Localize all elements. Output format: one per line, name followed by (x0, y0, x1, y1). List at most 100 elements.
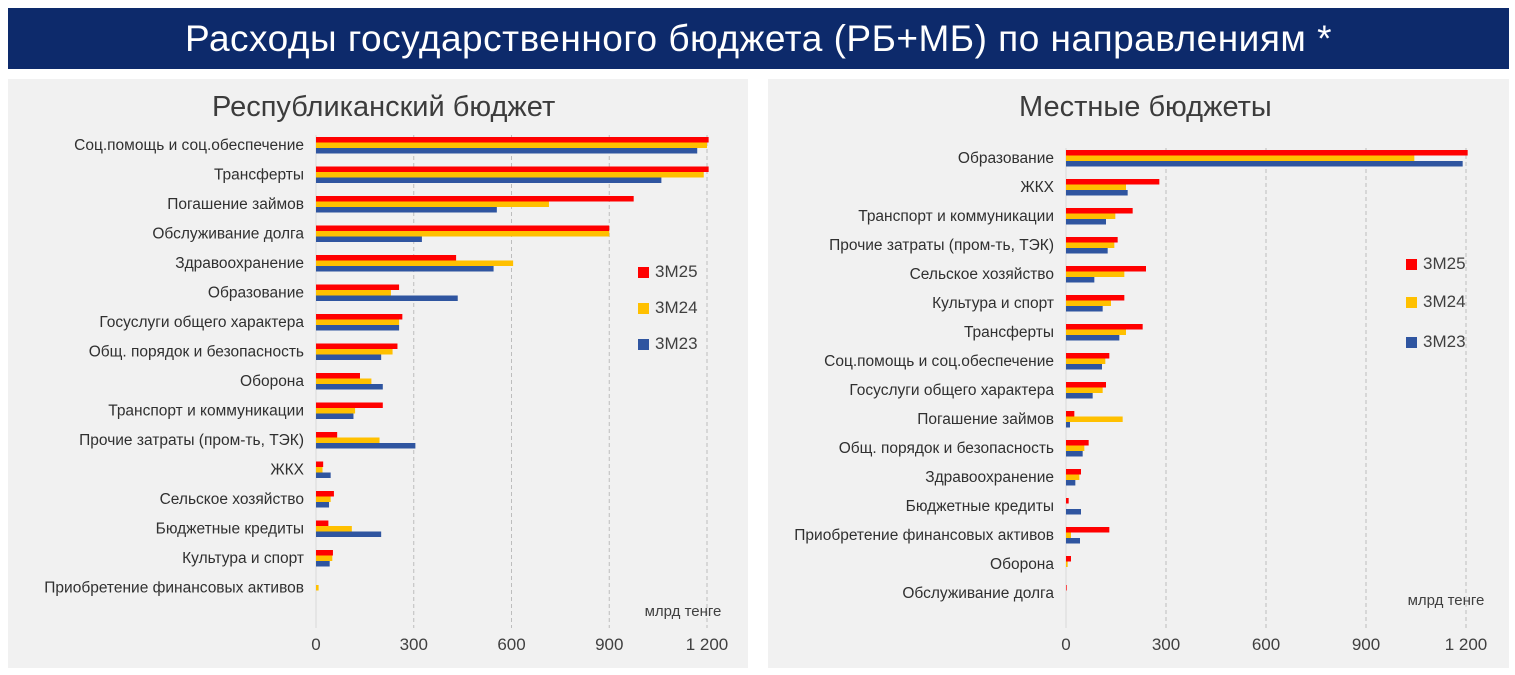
republican-bar-3М23 (316, 443, 416, 449)
republican-bar-3М24 (316, 319, 400, 325)
republican-x-tick-label: 0 (311, 635, 320, 654)
republican-bar-3М25 (316, 225, 610, 231)
republican-unit-label: млрд тенге (645, 603, 722, 620)
republican-bar-3М23 (316, 354, 382, 360)
local-bar-3М23 (1066, 393, 1093, 399)
local-bar-3М23 (1066, 190, 1128, 196)
local-legend-label: 3М23 (1423, 332, 1466, 351)
local-bar-3М25 (1066, 556, 1071, 562)
local-budgets-title: Местные бюджеты (1019, 91, 1272, 123)
local-bar-3М24 (1066, 329, 1126, 335)
local-category-label: Обслуживание долга (902, 585, 1054, 602)
republican-bar-3М23 (316, 295, 458, 301)
local-category-label: Сельское хозяйство (910, 266, 1054, 283)
local-x-tick-label: 900 (1352, 635, 1380, 654)
local-bar-3М25 (1066, 411, 1075, 417)
local-legend-swatch (1406, 337, 1417, 348)
local-category-label: Здравоохранение (925, 469, 1054, 486)
republican-bar-3М24 (316, 349, 393, 355)
republican-category-label: Образование (208, 285, 304, 302)
republican-legend-swatch (638, 339, 649, 350)
local-legend-label: 3М24 (1423, 292, 1466, 311)
republican-bar-3М25 (316, 137, 709, 143)
republican-bar-3М23 (316, 384, 383, 390)
local-bar-3М24 (1066, 271, 1125, 277)
republican-category-label: Здравоохранение (175, 255, 304, 272)
local-legend-swatch (1406, 297, 1417, 308)
republican-bar-3М25 (316, 461, 324, 467)
republican-bar-3М25 (316, 343, 398, 349)
republican-bar-3М25 (316, 402, 383, 408)
page-title: Расходы государственного бюджета (РБ+МБ)… (185, 17, 1332, 59)
republican-bar-3М24 (316, 526, 352, 532)
republican-legend-swatch (638, 267, 649, 278)
republican-bar-3М24 (316, 378, 372, 384)
local-bar-3М25 (1066, 353, 1110, 359)
local-unit-label: млрд тенге (1408, 592, 1485, 609)
title-banner: Расходы государственного бюджета (РБ+МБ)… (8, 8, 1509, 69)
republican-bar-3М25 (316, 550, 333, 556)
local-bar-3М25 (1066, 382, 1106, 388)
local-bar-3М25 (1066, 440, 1089, 446)
republican-category-label: Транспорт и коммуникации (108, 403, 304, 420)
republican-bar-3М24 (316, 231, 610, 237)
local-x-tick-label: 1 200 (1445, 635, 1488, 654)
republican-legend-label: 3М24 (655, 298, 698, 317)
local-bar-3М24 (1066, 532, 1071, 538)
local-category-label: Прочие затраты (пром-ть, ТЭК) (829, 237, 1054, 254)
local-bar-3М24 (1066, 561, 1068, 567)
local-bar-3М24 (1066, 416, 1123, 422)
local-category-label: Оборона (990, 556, 1054, 573)
republican-bar-3М23 (316, 502, 330, 508)
republican-bar-3М24 (316, 172, 704, 178)
republican-x-tick-label: 300 (400, 635, 428, 654)
republican-budget-chart: 0 300 600 900 1 200 Соц.помощь и соц.обеспече… (44, 135, 728, 654)
republican-legend-swatch (638, 303, 649, 314)
republican-budget-panel: 0 300 600 900 1 200 Соц.помощь и соц.обеспече… (8, 79, 748, 668)
republican-category-label: Погашение займов (167, 196, 304, 213)
republican-bar-3М23 (316, 531, 382, 537)
republican-x-tick-label: 900 (595, 635, 623, 654)
local-budgets-chart: 0 300 600 900 1 200 Образование ЖКХ Транспорт и… (794, 148, 1488, 654)
local-bar-3М24 (1066, 387, 1103, 393)
local-bar-3М23 (1066, 422, 1070, 428)
republican-bar-3М25 (316, 520, 329, 526)
local-bar-3М23 (1066, 538, 1080, 544)
republican-bar-3М24 (316, 408, 356, 414)
local-bar-3М24 (1066, 445, 1085, 451)
republican-bar-3М23 (316, 148, 698, 154)
republican-legend-label: 3М23 (655, 334, 698, 353)
republican-category-label: Трансферты (214, 167, 304, 184)
republican-bar-3М23 (316, 413, 354, 419)
local-bar-3М24 (1066, 474, 1080, 480)
republican-bar-3М24 (316, 585, 319, 591)
local-bar-3М23 (1066, 451, 1083, 457)
republican-bar-3М24 (316, 496, 331, 502)
local-category-label: ЖКХ (1020, 179, 1054, 196)
republican-bar-3М24 (316, 467, 323, 473)
local-category-label: Культура и спорт (932, 295, 1054, 312)
local-bar-3М25 (1066, 179, 1160, 185)
republican-budget-title: Республиканский бюджет (212, 91, 556, 123)
republican-category-label: Бюджетные кредиты (156, 521, 304, 538)
local-bar-3М24 (1066, 184, 1126, 190)
republican-category-label: Обслуживание долга (152, 226, 304, 243)
republican-category-label: Культура и спорт (182, 550, 304, 567)
local-bar-3М23 (1066, 248, 1108, 254)
local-category-label: Образование (958, 150, 1054, 167)
local-bar-3М25 (1066, 266, 1146, 272)
local-bar-3М25 (1066, 469, 1081, 475)
local-bar-3М25 (1066, 498, 1069, 504)
local-category-label: Госуслуги общего характера (849, 382, 1054, 399)
local-bar-3М25 (1066, 527, 1110, 533)
republican-bar-3М24 (316, 260, 514, 266)
republican-bar-3М25 (316, 491, 334, 497)
republican-bar-3М23 (316, 236, 422, 242)
local-bar-3М25 (1066, 237, 1118, 243)
republican-bar-3М23 (316, 177, 662, 183)
republican-bar-3М23 (316, 325, 400, 331)
republican-bar-3М24 (316, 555, 333, 561)
republican-x-tick-label: 600 (497, 635, 525, 654)
local-bar-3М25 (1066, 295, 1125, 301)
local-x-tick-label: 300 (1152, 635, 1180, 654)
